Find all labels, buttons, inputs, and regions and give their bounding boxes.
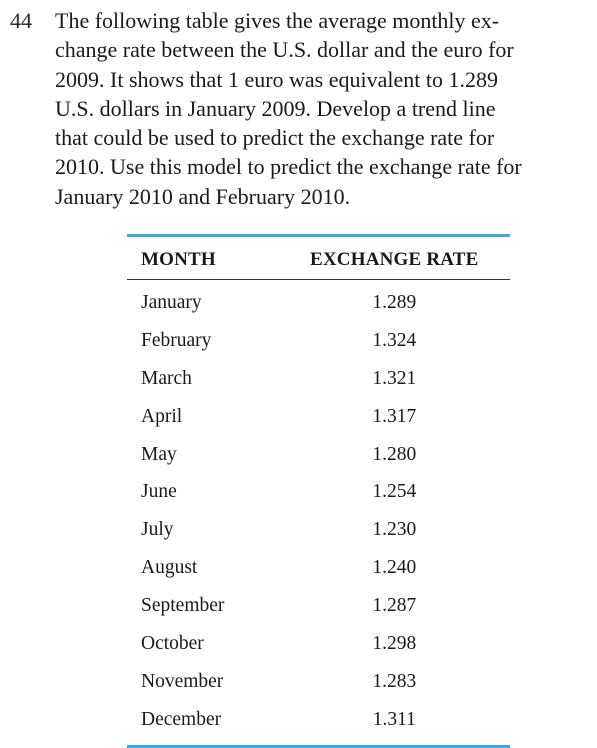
table-top-rule [127, 234, 510, 237]
table-row: August 1.240 [127, 549, 510, 587]
table-row: July 1.230 [127, 511, 510, 549]
table-row: November 1.283 [127, 663, 510, 701]
rate-cell: 1.240 [372, 557, 417, 579]
month-cell: September [141, 595, 225, 617]
month-cell: April [141, 405, 183, 427]
month-cell: February [141, 329, 212, 351]
table-row: May 1.280 [127, 436, 510, 474]
rate-cell: 1.283 [372, 670, 417, 692]
table-body: January 1.289 February 1.324 March 1.321 April… [127, 280, 510, 739]
month-column-header: MONTH [127, 237, 257, 280]
problem-line: change rate between the U.S. dollar and … [55, 37, 514, 63]
table-bottom-rule [127, 744, 510, 748]
problem-line: 2009. It shows that 1 euro was equivalen… [55, 66, 498, 92]
rate-cell: 1.321 [372, 367, 417, 389]
problem-line: The following table gives the average mo… [55, 8, 500, 33]
month-cell: October [141, 632, 204, 654]
rate-cell: 1.298 [372, 632, 417, 654]
exchange-rate-table: MONTH EXCHANGE RATE January 1.289 February… [127, 234, 510, 748]
rate-cell: 1.317 [372, 405, 417, 427]
table-row: September 1.287 [127, 587, 510, 625]
table-row: February 1.324 [127, 322, 510, 360]
rate-cell: 1.280 [372, 443, 417, 465]
table-row: March 1.321 [127, 360, 510, 398]
month-cell: May [141, 443, 177, 465]
header-row: MONTH EXCHANGE RATE [127, 237, 510, 280]
data-table: MONTH EXCHANGE RATE January 1.289 February… [127, 237, 510, 739]
rate-cell: 1.324 [372, 329, 417, 351]
month-cell: November [141, 670, 224, 692]
table-row: December 1.311 [127, 701, 510, 739]
problem-line: that could be used to predict the exchan… [55, 125, 495, 151]
problem-line: U.S. dollars in January 2009. Develop a … [55, 95, 496, 121]
month-cell: August [141, 557, 198, 579]
month-cell: June [141, 481, 177, 503]
table-row: April 1.317 [127, 398, 510, 436]
problem-line: 2010. Use this model to predict the exch… [55, 154, 522, 180]
table-row: January 1.289 [127, 280, 510, 322]
table-row: June 1.254 [127, 473, 510, 511]
month-cell: March [141, 367, 192, 389]
month-cell: December [141, 708, 222, 730]
rate-cell: 1.254 [372, 481, 417, 503]
rate-cell: 1.289 [372, 291, 417, 313]
rate-cell: 1.230 [372, 519, 417, 541]
month-cell: July [141, 519, 174, 541]
month-cell: January [141, 291, 202, 313]
rate-column-header: EXCHANGE RATE [256, 237, 510, 280]
table-row: October 1.298 [127, 625, 510, 663]
rate-cell: 1.311 [372, 708, 416, 730]
problem-line: January 2010 and February 2010. [55, 183, 351, 209]
rate-cell: 1.287 [372, 595, 417, 617]
problem-statement: The following table gives the average mo… [55, 6, 585, 211]
problem-number: 44 [10, 8, 32, 33]
